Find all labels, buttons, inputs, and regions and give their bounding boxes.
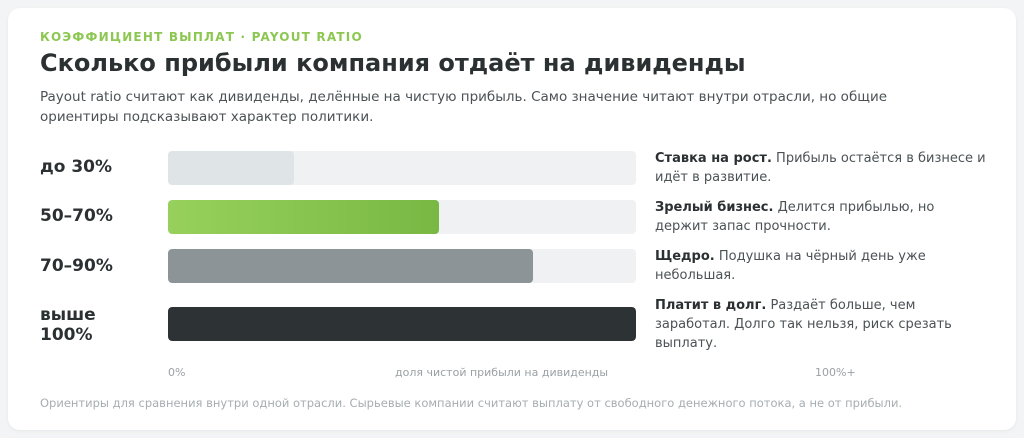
bar-track [168,200,636,234]
bar-track [168,307,636,341]
bar-track [168,249,636,283]
bar-track [168,151,636,185]
bar-fill [168,151,294,185]
bar-fill [168,249,533,283]
annotation-text: Делится прибылью, но держит запас прочно… [655,200,935,234]
annotation-title: Зрелый бизнес. [655,200,774,215]
bar-annotation: Ставка на рост. Прибыль остаётся в бизне… [655,149,990,187]
category-label: 50–70% [40,206,113,226]
subtitle-text: Payout ratio считают как дивиденды, делё… [40,89,888,125]
annotation-title: Платит в долг. [655,298,767,313]
category-label: до 30% [40,157,113,177]
annotation-text: Подушка на чёрный день уже небольшая. [655,249,926,283]
bar-fill [168,307,636,341]
bar-fill [168,200,439,234]
axis-min-label: 0% [168,366,186,379]
category-label: выше 100% [40,305,96,345]
eyebrow-label: КОЭФФИЦИЕНТ ВЫПЛАТ · PAYOUT RATIO [40,30,363,44]
axis-max-label: 100%+ [815,366,856,379]
annotation-text: Раздаёт больше, чем заработал. Долго так… [655,298,952,351]
annotation-title: Щедро. [655,249,715,264]
page-title: Сколько прибыли компания отдаёт на дивид… [40,49,746,77]
bar-annotation: Платит в долг. Раздаёт больше, чем зараб… [655,296,990,353]
footer-note: Ориентиры для сравнения внутри одной отр… [40,396,903,410]
axis-title: доля чистой прибыли на дивиденды [395,366,609,379]
category-label: 70–90% [40,256,113,276]
annotation-text: Прибыль остаётся в бизнесе и идёт в разв… [655,151,986,185]
bar-annotation: Зрелый бизнес. Делится прибылью, но держ… [655,198,990,236]
bar-annotation: Щедро. Подушка на чёрный день уже неболь… [655,247,990,285]
annotation-title: Ставка на рост. [655,151,772,166]
